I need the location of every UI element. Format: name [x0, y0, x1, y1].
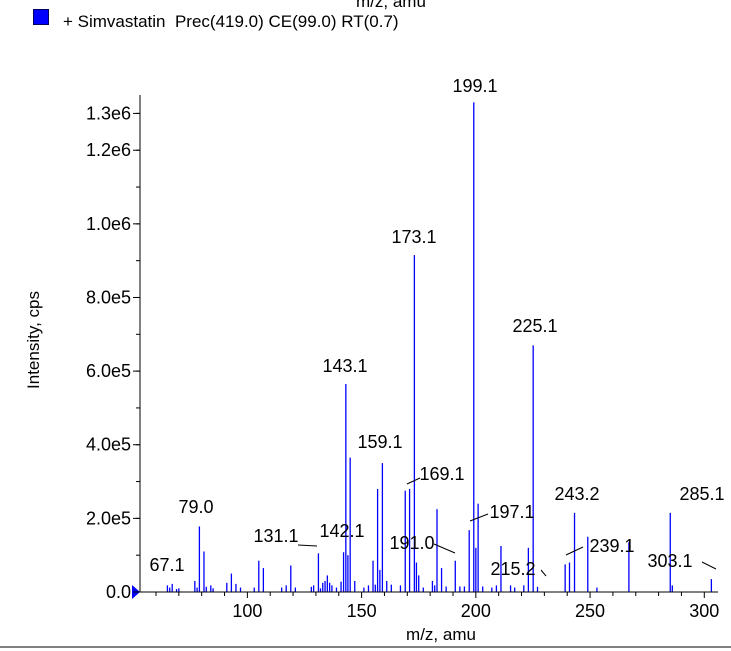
y-tick-label: 1.0e6: [86, 214, 131, 234]
legend: + Simvastatin Prec(419.0) CE(99.0) RT(0.…: [33, 6, 399, 31]
legend-text: + Simvastatin Prec(419.0) CE(99.0) RT(0.…: [63, 12, 399, 31]
peak-leader-line: [406, 477, 421, 485]
peak-label: 243.2: [554, 484, 599, 504]
peak-label: 142.1: [319, 521, 364, 541]
y-tick-label: 1.3e6: [86, 103, 131, 123]
y-tick-label: 0.0: [106, 582, 131, 602]
peak-leader-line: [540, 569, 547, 577]
y-tick-label: 2.0e5: [86, 508, 131, 528]
peak-leader-line: [565, 546, 584, 556]
x-tick-label: 150: [347, 601, 377, 621]
legend-swatch: [33, 9, 49, 25]
peak-label: 199.1: [452, 76, 497, 96]
peak-label: 197.1: [489, 502, 534, 522]
x-tick-label: 250: [575, 601, 605, 621]
peak-label: 67.1: [149, 555, 184, 575]
y-tick-label: 8.0e5: [86, 287, 131, 307]
y-tick-label: 1.2e6: [86, 140, 131, 160]
peak-label: 239.1: [589, 536, 634, 556]
axes: 100 150 200 250 300 0.0 2.0e5 4.0e5 6.0e5 8.0e5 1.…: [0, 95, 731, 648]
peak-labels: 67.1 79.0 131.1 142.1 143.1 159.1 169.1 173.1 19…: [149, 76, 724, 579]
x-tick-label: 300: [689, 601, 719, 621]
y-tick-label: 4.0e5: [86, 435, 131, 455]
peak-label: 79.0: [178, 497, 213, 517]
peak-leader-line: [433, 543, 456, 554]
peak-leader-line: [701, 561, 717, 570]
peak-bars: [166, 102, 713, 592]
x-tick-label: 100: [232, 601, 262, 621]
y-tick-label: 6.0e5: [86, 361, 131, 381]
peak-label: 303.1: [647, 551, 692, 571]
peak-label: 285.1: [679, 484, 724, 504]
peak-label: 143.1: [322, 356, 367, 376]
peak-label: 173.1: [391, 227, 436, 247]
peak-label: 159.1: [357, 432, 402, 452]
top-axis-label: m/z, amu: [356, 0, 426, 11]
peak-label: 169.1: [419, 464, 464, 484]
y-axis-title: Intensity, cps: [24, 291, 43, 389]
peak-leader-line: [297, 544, 318, 547]
peak-leader-line: [469, 513, 489, 522]
x-tick-label: 200: [461, 601, 491, 621]
peak-label: 131.1: [253, 526, 298, 546]
peak-label: 215.2: [490, 559, 535, 579]
x-axis-title: m/z, amu: [406, 625, 476, 644]
peak-label: 191.0: [389, 533, 434, 553]
peak-label: 225.1: [512, 316, 557, 336]
